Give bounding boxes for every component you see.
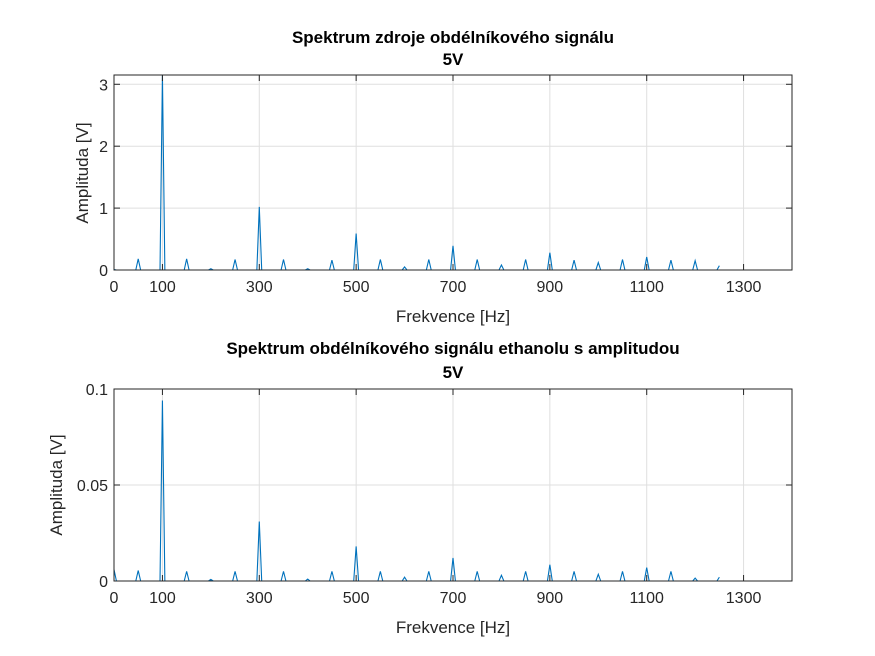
bottom-x-tick-label: 500 xyxy=(343,590,370,607)
bottom-x-axis-label: Frekvence [Hz] xyxy=(396,618,510,637)
top-x-tick-label: 300 xyxy=(246,279,273,296)
top-x-tick-label: 100 xyxy=(149,279,176,296)
bottom-chart-subtitle: 5V xyxy=(443,363,464,382)
bottom-x-tick-label: 1300 xyxy=(726,590,762,607)
bottom-x-tick-label: 1100 xyxy=(630,590,665,607)
bottom-y-tick-label: 0.05 xyxy=(77,478,108,495)
top-x-tick-label: 0 xyxy=(110,279,119,296)
top-y-tick-label: 0 xyxy=(99,263,108,280)
bottom-y-axis-label: Amplituda [V] xyxy=(47,434,66,535)
bottom-x-tick-label: 700 xyxy=(440,590,467,607)
top-chart-title: Spektrum zdroje obdélníkového signálu xyxy=(292,28,614,47)
top-y-tick-label: 3 xyxy=(99,77,108,94)
top-x-tick-label: 900 xyxy=(537,279,564,296)
bottom-y-tick-label: 0 xyxy=(99,574,108,591)
top-y-tick-label: 1 xyxy=(99,201,108,218)
bottom-ticks: 0 100 300 500 700 900 1100 1300 0 0.05 0.1 xyxy=(77,382,793,607)
top-chart-subtitle: 5V xyxy=(443,50,464,69)
bottom-x-tick-label: 300 xyxy=(246,590,273,607)
bottom-x-tick-label: 100 xyxy=(149,590,176,607)
top-subplot: 0 100 300 500 700 900 1100 1300 0 1 2 3 Spektrum zd… xyxy=(73,28,793,326)
bottom-x-tick-label: 900 xyxy=(537,590,564,607)
top-x-axis-label: Frekvence [Hz] xyxy=(396,307,510,326)
top-axes-frame xyxy=(113,74,793,271)
top-x-tick-label: 1300 xyxy=(726,279,762,296)
top-y-axis-label: Amplituda [V] xyxy=(73,122,92,223)
bottom-y-tick-label: 0.1 xyxy=(86,382,108,399)
bottom-chart-title: Spektrum obdélníkového signálu ethanolu … xyxy=(226,339,679,358)
top-y-tick-label: 2 xyxy=(99,139,108,156)
top-x-tick-label: 500 xyxy=(343,279,370,296)
bottom-subplot: 0 100 300 500 700 900 1100 1300 0 0.05 0.1 Spektru… xyxy=(47,339,793,637)
top-x-tick-label: 700 xyxy=(440,279,467,296)
bottom-axes-frame xyxy=(113,388,793,582)
bottom-x-tick-label: 0 xyxy=(110,590,119,607)
top-ticks: 0 100 300 500 700 900 1100 1300 0 1 2 3 xyxy=(99,74,793,296)
top-x-tick-label: 1100 xyxy=(630,279,665,296)
